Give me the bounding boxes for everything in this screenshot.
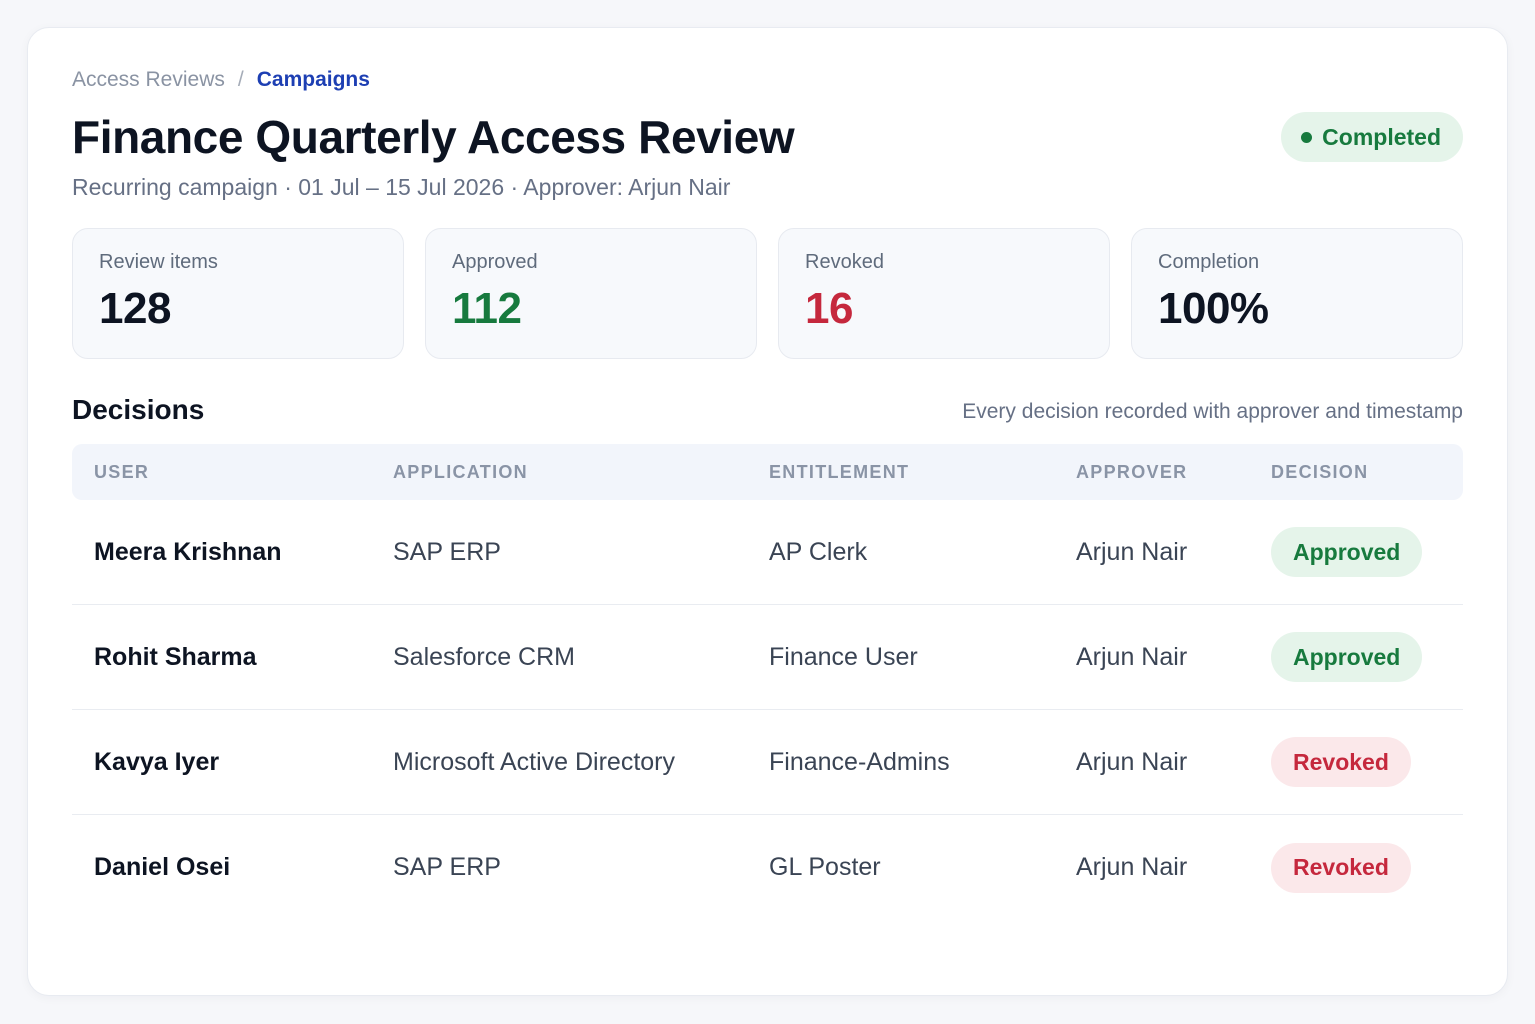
cell-decision: Revoked <box>1271 737 1463 787</box>
status-label: Completed <box>1322 123 1441 150</box>
cell-application: SAP ERP <box>393 853 501 881</box>
cell-approver: Arjun Nair <box>1076 853 1188 881</box>
cell-decision: Approved <box>1271 632 1463 682</box>
stat-value: 100% <box>1158 284 1269 333</box>
table-header: User Application Entitlement Approver De… <box>72 444 1463 500</box>
decisions-table: User Application Entitlement Approver De… <box>72 444 1463 920</box>
stat-revoked: Revoked 16 <box>778 228 1110 359</box>
column-header-approver[interactable]: Approver <box>1076 461 1188 482</box>
stat-value: 16 <box>805 284 853 333</box>
breadcrumb-separator: / <box>237 68 244 91</box>
campaign-card: Access Reviews / Campaigns Finance Quart… <box>27 27 1508 996</box>
decision-badge: Approved <box>1271 527 1423 577</box>
decisions-note: Every decision recorded with approver an… <box>962 400 1463 423</box>
cell-application: Microsoft Active Directory <box>393 747 676 776</box>
column-header-decision[interactable]: Decision <box>1271 461 1369 482</box>
stats-row: Review items 128 Approved 112 Revoked 16… <box>72 228 1463 359</box>
cell-entitlement: Finance-Admins <box>769 747 950 776</box>
cell-user: Rohit Sharma <box>94 642 257 671</box>
cell-approver: Arjun Nair <box>1076 642 1188 671</box>
decision-badge: Revoked <box>1271 842 1411 893</box>
cell-entitlement: GL Poster <box>769 853 881 881</box>
cell-entitlement: AP Clerk <box>769 537 868 566</box>
table-row[interactable]: Rohit Sharma Salesforce CRM Finance User… <box>72 605 1463 710</box>
cell-decision: Revoked <box>1271 842 1463 893</box>
decisions-title: Decisions <box>72 394 205 425</box>
table-row[interactable]: Daniel Osei SAP ERP GL Poster Arjun Nair… <box>72 815 1463 920</box>
column-header-user[interactable]: User <box>94 461 150 482</box>
cell-application: SAP ERP <box>393 537 501 566</box>
stat-label: Completion <box>1158 251 1260 273</box>
cell-user: Meera Krishnan <box>94 537 282 566</box>
cell-approver: Arjun Nair <box>1076 537 1188 566</box>
column-header-application[interactable]: Application <box>393 461 528 482</box>
table-row[interactable]: Meera Krishnan SAP ERP AP Clerk Arjun Na… <box>72 500 1463 605</box>
stat-label: Approved <box>452 251 538 273</box>
page-title: Finance Quarterly Access Review <box>72 111 795 163</box>
stat-review-items: Review items 128 <box>72 228 404 359</box>
stat-label: Revoked <box>805 251 884 273</box>
breadcrumb: Access Reviews / Campaigns <box>72 68 370 92</box>
decision-badge: Revoked <box>1271 737 1411 787</box>
cell-entitlement: Finance User <box>769 642 918 671</box>
decision-badge: Approved <box>1271 632 1423 682</box>
breadcrumb-access-reviews[interactable]: Access Reviews <box>72 68 225 91</box>
status-dot-icon <box>1301 131 1313 143</box>
stat-completion: Completion 100% <box>1131 228 1463 359</box>
cell-user: Daniel Osei <box>94 853 231 881</box>
column-header-entitlement[interactable]: Entitlement <box>769 461 910 482</box>
status-badge: Completed <box>1281 112 1463 162</box>
cell-decision: Approved <box>1271 527 1463 577</box>
table-row[interactable]: Kavya Iyer Microsoft Active Directory Fi… <box>72 710 1463 815</box>
stat-approved: Approved 112 <box>425 228 757 359</box>
campaign-subtitle: Recurring campaign · 01 Jul – 15 Jul 202… <box>72 174 731 200</box>
cell-user: Kavya Iyer <box>94 747 220 776</box>
cell-application: Salesforce CRM <box>393 642 575 671</box>
stat-label: Review items <box>99 251 218 273</box>
stat-value: 128 <box>99 284 171 333</box>
cell-approver: Arjun Nair <box>1076 747 1188 776</box>
breadcrumb-campaigns[interactable]: Campaigns <box>256 68 370 91</box>
stat-value: 112 <box>452 284 522 333</box>
